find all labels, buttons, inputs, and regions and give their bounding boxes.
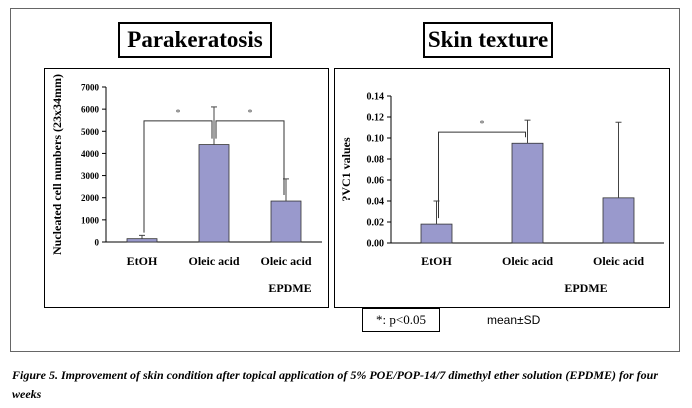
parakeratosis-panel: 0 1000 2000 3000 4000 5000 6000 7000 Nucleated c… — [44, 68, 329, 308]
category-label: EtOH — [421, 254, 452, 268]
bar — [511, 142, 544, 244]
category-label: Oleic acid — [593, 254, 644, 268]
figure-frame — [10, 8, 680, 352]
y-tick-label: 4000 — [81, 149, 100, 159]
significance-marker: * — [480, 119, 485, 130]
y-tick-label: 0.12 — [367, 113, 385, 124]
parakeratosis-title: Parakeratosis — [118, 22, 272, 58]
y-tick-label: 0.08 — [367, 155, 385, 166]
y-tick-label: 0.02 — [367, 218, 385, 229]
category-sublabel: EPDME — [268, 281, 311, 295]
y-tick-label: 0.04 — [367, 197, 385, 208]
skin-texture-chart: 0.00 0.02 0.04 0.06 0.08 0.10 0.12 0.14 ?VC1 val… — [339, 92, 664, 295]
y-tick-label: 0.06 — [367, 176, 385, 187]
y-tick-label: 0 — [95, 238, 100, 248]
y-axis-label: ?VC1 values — [339, 137, 353, 202]
bar — [126, 238, 158, 243]
y-tick-label: 1000 — [81, 215, 100, 225]
y-tick-label: 6000 — [81, 105, 100, 115]
skin-texture-panel: 0.00 0.02 0.04 0.06 0.08 0.10 0.12 0.14 ?VC1 val… — [334, 68, 670, 308]
significance-bracket — [438, 131, 526, 219]
y-tick-label: 0.00 — [367, 239, 385, 250]
category-label: Oleic acid — [261, 254, 312, 268]
y-tick-label: 7000 — [81, 83, 100, 93]
y-tick-label: 0.14 — [367, 92, 385, 103]
bar — [198, 144, 230, 243]
y-tick-label: 5000 — [81, 127, 100, 137]
y-tick-label: 0.10 — [367, 134, 385, 145]
figure-caption: Figure 5. Improvement of skin condition … — [12, 368, 659, 401]
error-note: mean±SD — [487, 313, 541, 327]
significance-bracket — [143, 120, 213, 233]
category-label: Oleic acid — [502, 254, 553, 268]
significance-bracket — [215, 120, 285, 196]
significance-marker: * — [248, 108, 253, 119]
significance-note: *: p<0.05 — [362, 308, 440, 332]
y-tick-label: 2000 — [81, 193, 100, 203]
bar — [420, 223, 453, 244]
category-label: EtOH — [127, 254, 158, 268]
bar — [602, 197, 635, 244]
bar — [270, 200, 302, 243]
category-label: Oleic acid — [189, 254, 240, 268]
parakeratosis-chart: 0 1000 2000 3000 4000 5000 6000 7000 Nucleated c… — [50, 74, 322, 295]
significance-marker: * — [176, 108, 181, 119]
y-tick-label: 3000 — [81, 171, 100, 181]
skin-texture-title: Skin texture — [423, 22, 553, 58]
y-axis-label: Nucleated cell numbers (23x34mm) — [50, 74, 64, 255]
category-sublabel: EPDME — [564, 281, 607, 295]
